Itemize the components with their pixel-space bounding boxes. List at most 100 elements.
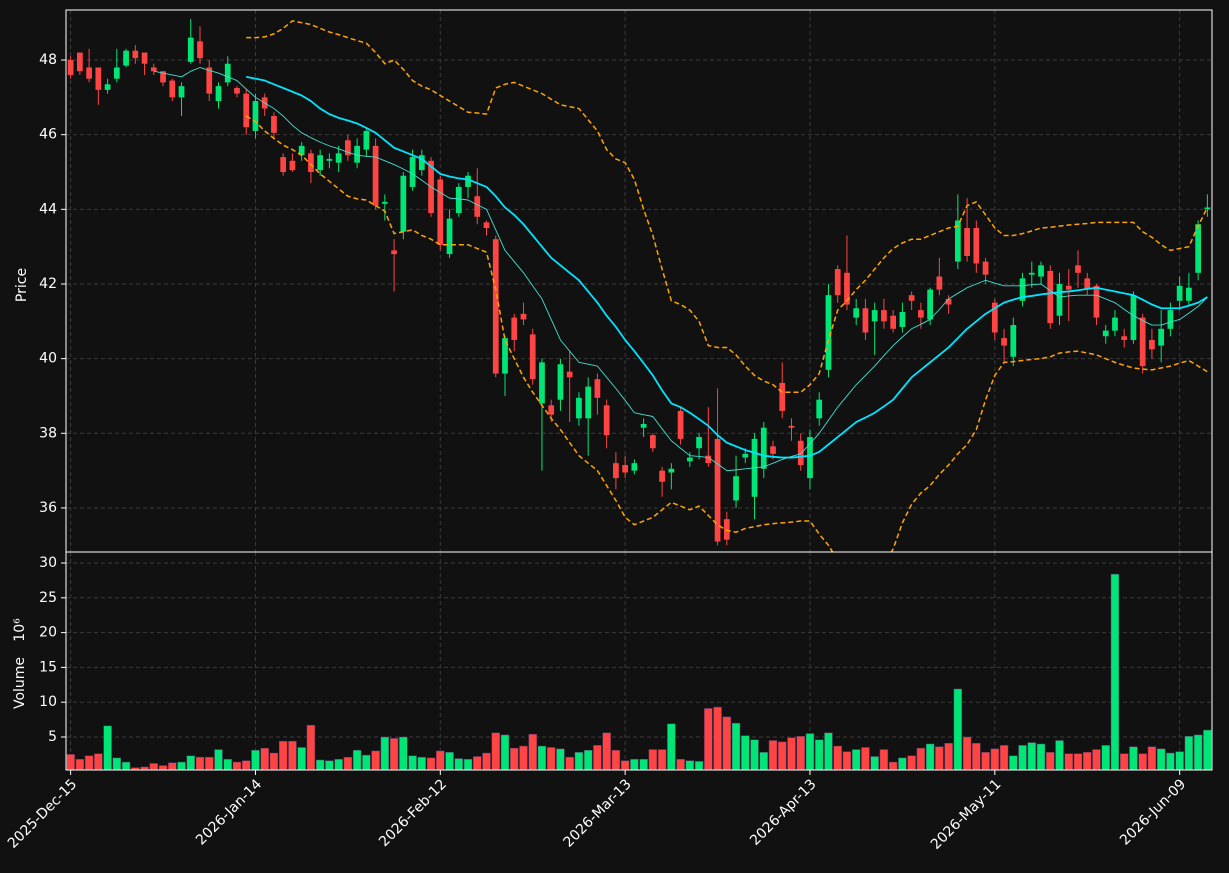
candle-body	[1167, 310, 1174, 329]
candle-body	[1121, 336, 1128, 340]
volume-bar	[1175, 751, 1184, 770]
candle-body	[95, 67, 102, 90]
y-tick-label: 48	[39, 52, 57, 68]
volume-bar	[546, 747, 556, 770]
candle-body	[631, 463, 638, 471]
y-tick-label: 15	[39, 659, 57, 675]
candle-body	[954, 220, 961, 262]
candle-body	[1112, 317, 1118, 331]
price-axis-label: Price	[14, 268, 30, 302]
volume-bar	[1119, 753, 1129, 770]
candle-body	[825, 295, 832, 370]
volume-bar	[436, 750, 445, 770]
volume-bar	[648, 749, 658, 770]
volume-bar	[750, 739, 759, 770]
volume-bar	[759, 752, 768, 770]
candle-body	[834, 269, 841, 296]
candle-body	[492, 239, 499, 374]
volume-bar	[389, 738, 399, 770]
volume-bar	[537, 745, 547, 770]
volume-bar	[426, 757, 436, 770]
candle-body	[446, 218, 453, 255]
volume-bar	[1018, 745, 1027, 770]
volume-bar	[1055, 740, 1064, 770]
candle-body	[1093, 285, 1100, 318]
candle-body	[982, 261, 989, 275]
volume-bar	[334, 759, 343, 770]
volume-bar	[84, 755, 94, 770]
volume-bar	[482, 752, 491, 770]
volume-bar	[981, 752, 990, 770]
candle-body	[714, 438, 721, 542]
candle-body	[539, 362, 545, 404]
candle-body	[964, 227, 970, 256]
volume-bar	[1129, 746, 1138, 770]
candle-body	[881, 310, 887, 322]
volume-bar	[131, 767, 140, 770]
volume-bar	[657, 749, 667, 770]
volume-bar	[602, 732, 611, 770]
candle-body	[298, 145, 305, 156]
candle-body	[723, 519, 730, 540]
volume-bar	[1083, 752, 1092, 770]
candle-body	[1084, 278, 1091, 290]
volume-bar	[1166, 752, 1175, 770]
candle-body	[243, 93, 250, 128]
volume-offset-label: 10⁶	[12, 618, 28, 642]
candle-body	[345, 140, 351, 156]
candle-body	[686, 457, 693, 462]
y-tick-label: 40	[39, 351, 57, 367]
candle-body	[603, 405, 610, 436]
volume-bar	[408, 755, 417, 770]
candle-body	[169, 80, 176, 98]
volume-bar	[1101, 745, 1110, 770]
volume-bar	[1027, 742, 1037, 770]
candle-body	[1102, 330, 1109, 337]
volume-bar	[1184, 736, 1194, 770]
volume-bar	[741, 735, 750, 770]
candle-body	[853, 308, 860, 318]
volume-bar	[158, 765, 168, 770]
candle-body	[1038, 265, 1044, 277]
candle-body	[973, 227, 980, 264]
volume-bar	[1073, 753, 1083, 770]
volume-bar	[593, 745, 602, 770]
volume-bar	[888, 761, 898, 770]
volume-bar	[352, 749, 362, 770]
candle-body	[696, 437, 702, 449]
candle-body	[483, 222, 490, 228]
candle-body	[224, 63, 231, 83]
volume-bar	[417, 756, 427, 770]
candle-body	[132, 50, 139, 59]
volume-bar	[694, 761, 704, 770]
candle-body	[326, 158, 333, 161]
candle-body	[409, 157, 416, 187]
y-tick-label: 10	[39, 694, 57, 710]
volume-bar	[371, 750, 380, 770]
y-tick-label: 46	[39, 127, 57, 143]
volume-bar	[861, 747, 870, 770]
indicator-line	[245, 115, 1208, 552]
candle-body	[1001, 338, 1007, 346]
candle-body	[206, 67, 213, 94]
volume-bar	[519, 745, 528, 770]
volume-bar	[232, 761, 242, 770]
volume-bar	[870, 756, 879, 770]
candle-body	[576, 397, 582, 419]
candle-body	[363, 130, 370, 150]
candle-body	[141, 52, 148, 64]
volume-bar	[473, 756, 482, 770]
candle-body	[733, 476, 739, 501]
y-tick-label: 42	[39, 276, 57, 292]
volume-bar	[1036, 743, 1046, 770]
volume-bar	[713, 706, 722, 770]
volume-bar	[731, 722, 741, 770]
candle-body	[788, 425, 795, 428]
candle-body	[594, 379, 601, 398]
volume-bar	[990, 748, 1000, 770]
volume-bar	[1064, 753, 1073, 770]
candle-body	[705, 455, 712, 464]
volume-bar	[944, 743, 953, 770]
